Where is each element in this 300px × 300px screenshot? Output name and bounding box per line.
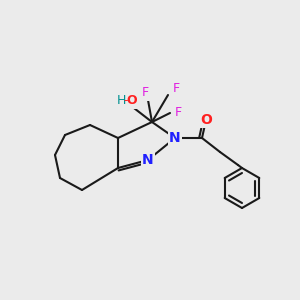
Text: F: F [141, 86, 148, 100]
Text: N: N [169, 131, 181, 145]
Text: F: F [172, 82, 180, 95]
Text: -: - [124, 94, 128, 107]
Text: N: N [142, 153, 154, 167]
Text: F: F [174, 106, 182, 119]
Text: O: O [127, 94, 137, 107]
Text: H: H [116, 94, 126, 107]
Text: O: O [200, 113, 212, 127]
